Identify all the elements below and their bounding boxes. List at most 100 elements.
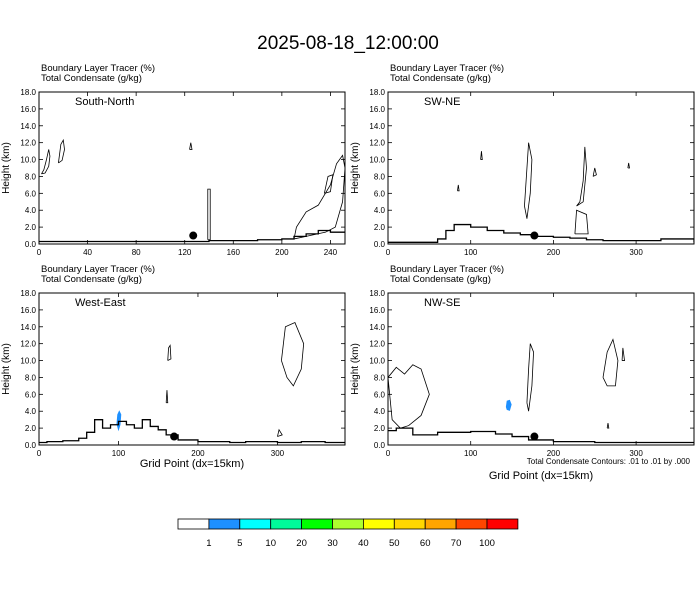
y-tick-label: 6.0 [25, 390, 37, 399]
panel-label: South-North [75, 96, 134, 108]
panel-header-tracer: Boundary Layer Tracer (%) [41, 63, 155, 74]
y-tick-label: 4.0 [374, 206, 386, 215]
x-tick-label: 120 [178, 248, 192, 257]
plot-area [39, 322, 345, 444]
location-marker [189, 231, 198, 240]
colorbar-swatch [270, 518, 303, 530]
condensate-contour [576, 146, 587, 207]
panel-label: SW-NE [424, 96, 460, 108]
colorbar-swatch [486, 518, 519, 530]
x-tick-label: 100 [464, 449, 478, 458]
y-tick-label: 18.0 [20, 289, 36, 298]
chart-panel: Boundary Layer Tracer (%)Total Condensat… [1, 63, 346, 257]
x-axis-label: Grid Point (dx=15km) [140, 458, 244, 470]
colorbar-label: 10 [265, 538, 276, 549]
y-tick-label: 2.0 [25, 424, 37, 433]
x-tick-label: 200 [275, 248, 289, 257]
x-tick-label: 100 [112, 449, 126, 458]
y-tick-label: 10.0 [369, 156, 385, 165]
y-tick-label: 16.0 [20, 306, 36, 315]
y-tick-label: 8.0 [25, 172, 37, 181]
x-tick-label: 0 [37, 449, 42, 458]
colorbar-label: 60 [420, 538, 431, 549]
y-tick-label: 2.0 [374, 223, 386, 232]
panel-header-condensate: Total Condensate (g/kg) [390, 73, 491, 84]
plot-frame [387, 91, 695, 245]
x-tick-label: 200 [191, 449, 205, 458]
chart-panel: Boundary Layer Tracer (%)Total Condensat… [1, 264, 346, 470]
plot-area [388, 142, 694, 243]
colorbar-swatch [393, 518, 426, 530]
condensate-contour [524, 142, 533, 219]
y-tick-label: 12.0 [20, 340, 36, 349]
colorbar-swatch [362, 518, 395, 530]
colorbar-label: 20 [296, 538, 307, 549]
x-axis-label: Grid Point (dx=15km) [489, 470, 593, 482]
y-tick-label: 0.0 [25, 240, 37, 249]
boundary-layer-line [388, 427, 694, 444]
colorbar-swatch [424, 518, 457, 530]
colorbar: 1 5 10 20 30 40 50 60 70 100 [177, 518, 519, 549]
colorbar-swatch [239, 518, 272, 530]
y-tick-label: 10.0 [20, 357, 36, 366]
y-tick-label: 0.0 [25, 441, 37, 450]
y-tick-label: 14.0 [20, 122, 36, 131]
boundary-layer-line [39, 229, 345, 243]
y-tick-label: 18.0 [20, 88, 36, 97]
y-tick-label: 14.0 [20, 323, 36, 332]
condensate-contour [621, 347, 625, 361]
y-axis-label: Height (km) [1, 343, 12, 395]
y-tick-label: 12.0 [369, 340, 385, 349]
y-tick-label: 2.0 [25, 223, 37, 232]
condensate-contour [457, 184, 460, 192]
condensate-contour [189, 142, 193, 150]
x-tick-label: 0 [386, 248, 391, 257]
boundary-layer-line [388, 223, 694, 243]
condensate-contour [58, 138, 65, 164]
colorbar-label: 70 [451, 538, 462, 549]
y-tick-label: 4.0 [25, 206, 37, 215]
y-tick-label: 10.0 [20, 156, 36, 165]
y-tick-label: 2.0 [374, 424, 386, 433]
x-tick-label: 100 [464, 248, 478, 257]
x-tick-label: 200 [547, 449, 561, 458]
condensate-contour [277, 428, 283, 437]
y-tick-label: 18.0 [369, 289, 385, 298]
contour-footnote: Total Condensate Contours: .01 to .01 by… [527, 457, 691, 466]
x-tick-label: 300 [629, 449, 643, 458]
chart-panel: Boundary Layer Tracer (%)Total Condensat… [350, 63, 695, 257]
plot-frame [38, 91, 346, 245]
y-tick-label: 4.0 [374, 407, 386, 416]
colorbar-label: 100 [479, 538, 495, 549]
x-tick-label: 160 [227, 248, 241, 257]
colorbar-swatch [301, 518, 333, 530]
panel-header-condensate: Total Condensate (g/kg) [390, 274, 491, 285]
y-tick-label: 12.0 [369, 139, 385, 148]
x-tick-label: 80 [132, 248, 141, 257]
y-axis-label: Height (km) [1, 142, 12, 194]
condensate-contour [323, 174, 334, 194]
y-tick-label: 16.0 [369, 105, 385, 114]
condensate-contour [574, 209, 589, 235]
colorbar-label: 30 [327, 538, 338, 549]
y-tick-label: 18.0 [369, 88, 385, 97]
x-tick-label: 40 [83, 248, 92, 257]
condensate-fill [505, 399, 512, 411]
y-tick-label: 14.0 [369, 122, 385, 131]
colorbar-swatch [208, 518, 241, 530]
y-tick-label: 16.0 [369, 306, 385, 315]
condensate-contour [281, 322, 305, 387]
x-tick-label: 240 [324, 248, 338, 257]
y-tick-label: 4.0 [25, 407, 37, 416]
condensate-contour [41, 149, 51, 175]
y-tick-label: 16.0 [20, 105, 36, 114]
y-tick-label: 14.0 [369, 323, 385, 332]
colorbar-swatch [177, 518, 210, 530]
x-tick-label: 300 [271, 449, 285, 458]
colorbar-label: 40 [358, 538, 369, 549]
panel-header-tracer: Boundary Layer Tracer (%) [390, 264, 504, 275]
y-axis-label: Height (km) [350, 142, 361, 194]
x-tick-label: 0 [37, 248, 42, 257]
chart-panel: Boundary Layer Tracer (%)Total Condensat… [350, 264, 695, 482]
